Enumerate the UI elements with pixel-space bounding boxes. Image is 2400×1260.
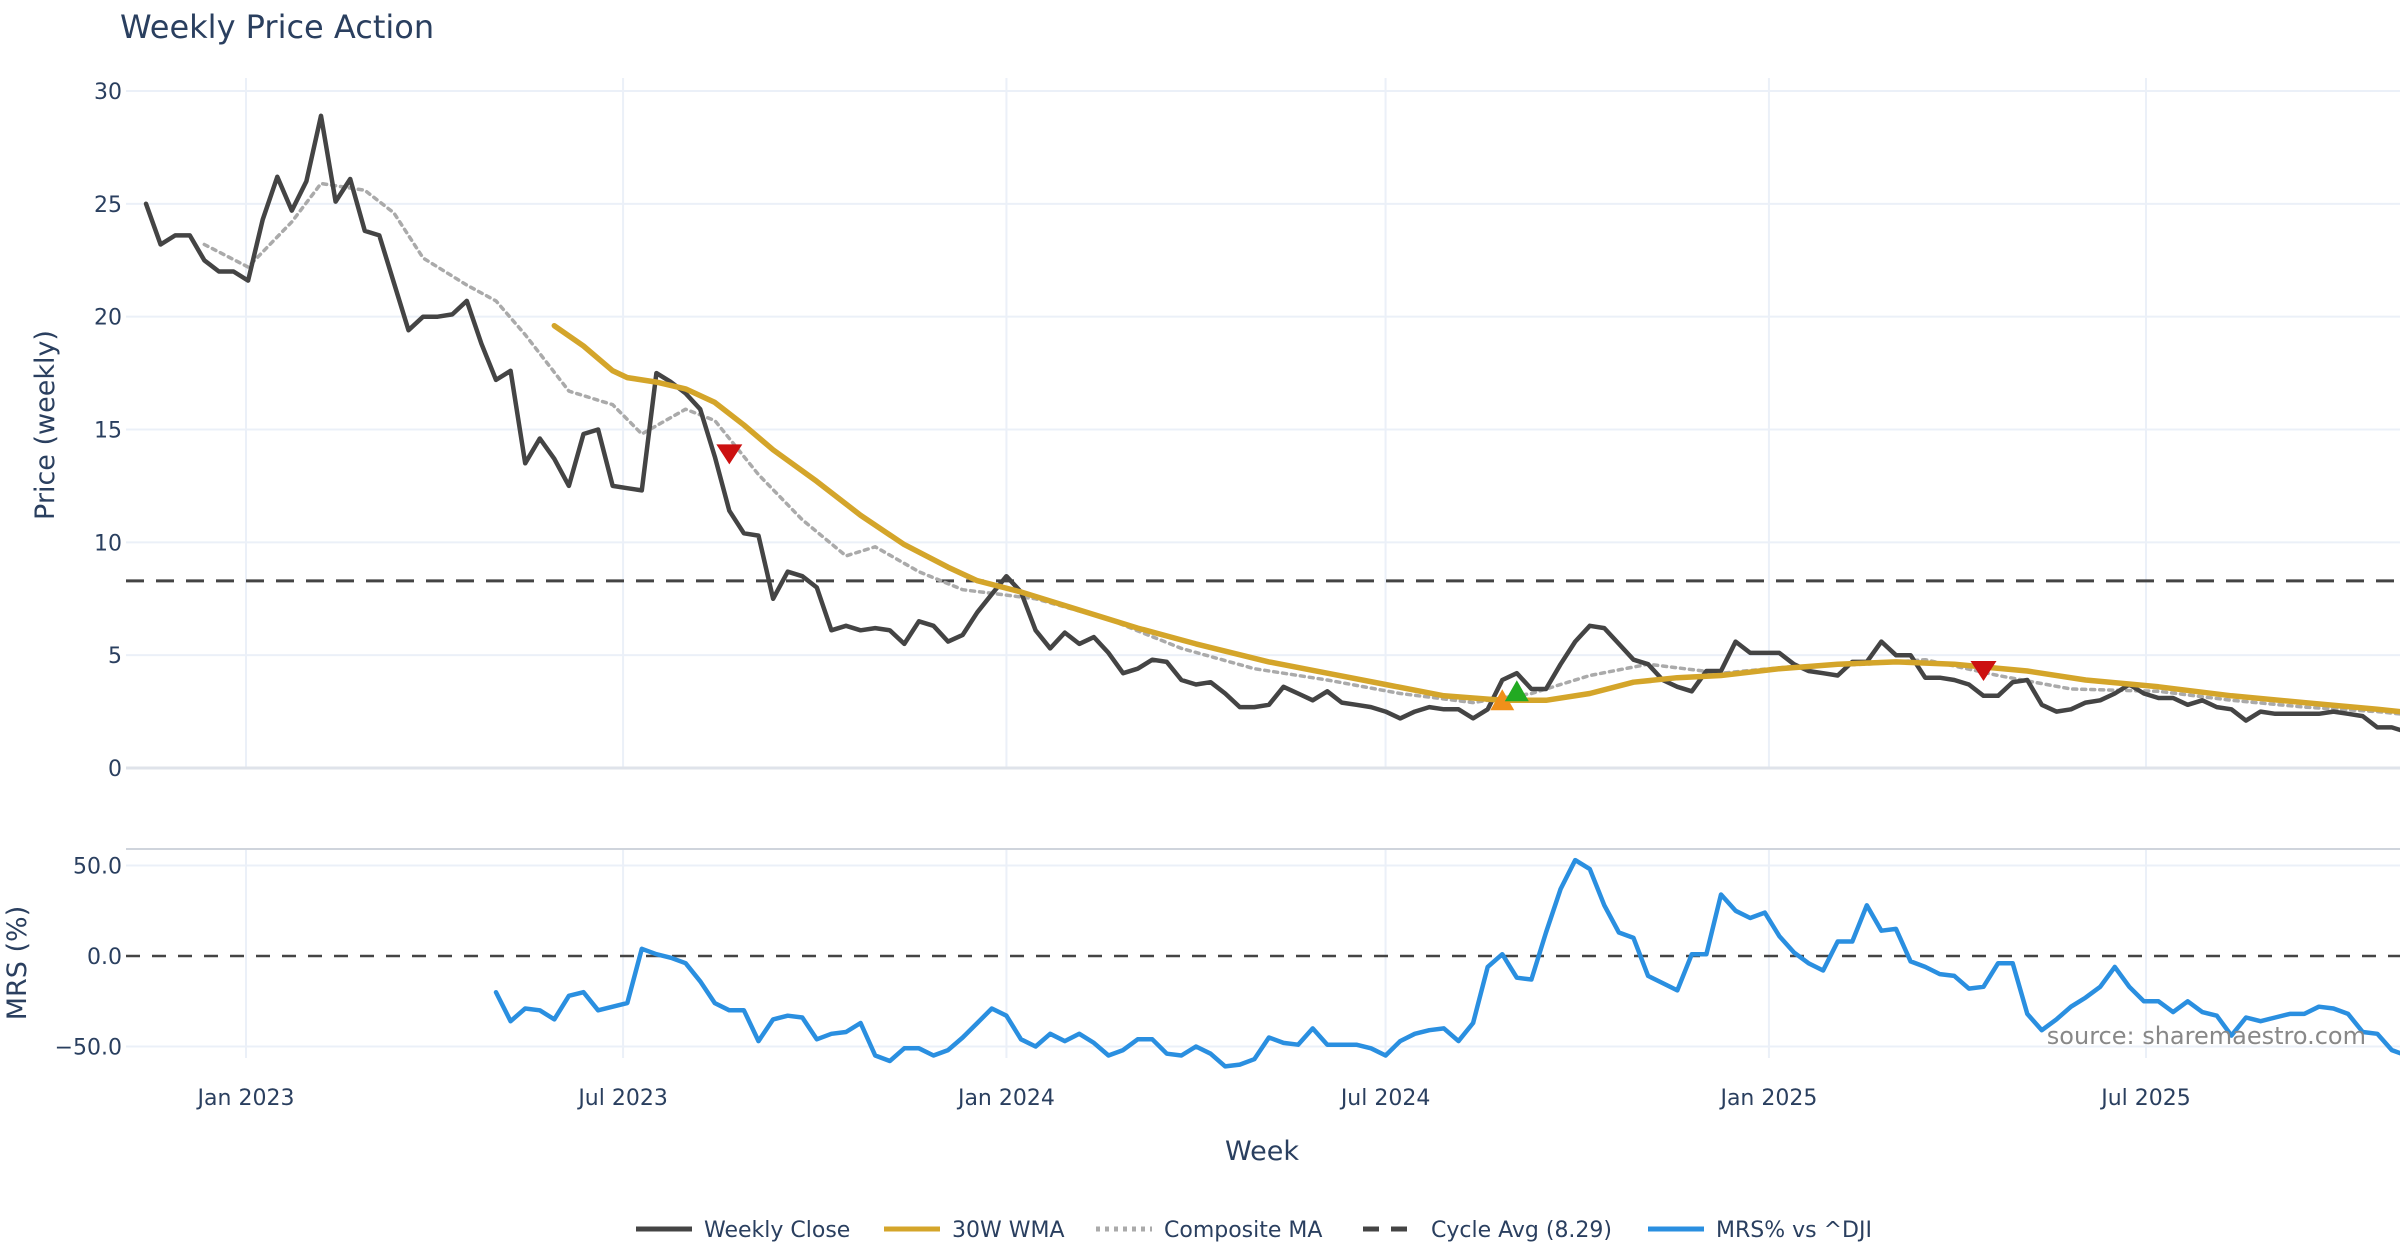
price-y-tick-15: 15 <box>94 419 122 444</box>
mrs-y-tick-50-0: 50.0 <box>73 855 122 880</box>
mrs-y-ticks: 50.0 0.0 −50.0 <box>55 855 122 1061</box>
x-tick-jan-2025: Jan 2025 <box>1718 1086 1817 1111</box>
price-series-group <box>126 113 2400 733</box>
chart-legend: Weekly Close 30W WMA Composite MA Cycle Avg… <box>636 1218 1872 1243</box>
x-tick-jan-2023: Jan 2023 <box>196 1086 295 1111</box>
signal-markers <box>716 444 1997 711</box>
series-mrs-vs-dji <box>493 857 2400 1069</box>
chart-title: Weekly Price Action <box>120 8 434 46</box>
x-tick-jul-2023: Jul 2023 <box>576 1086 668 1111</box>
legend-label-composite-ma: Composite MA <box>1164 1218 1322 1243</box>
series-composite-ma <box>202 181 2400 716</box>
price-y-tick-5: 5 <box>108 644 122 669</box>
signal-marker-4 <box>1970 660 1997 681</box>
mrs-y-tick-0-0: 0.0 <box>87 945 122 970</box>
price-y-tick-25: 25 <box>94 193 122 218</box>
x-axis-title: Week <box>1225 1136 1299 1167</box>
series-30w-wma <box>551 322 2400 715</box>
x-tick-jan-2024: Jan 2024 <box>956 1086 1055 1111</box>
mrs-series-group <box>126 857 2400 1069</box>
price-y-tick-10: 10 <box>94 531 122 556</box>
source-annotation: source: sharemaestro.com <box>2047 1022 2366 1050</box>
mrs-y-axis-title: MRS (%) <box>2 906 33 1021</box>
x-tick-labels: Jan 2023 Jul 2023 Jan 2024 Jul 2024 Jan 2025… <box>196 1086 2191 1111</box>
legend-label-cycle-avg-8-29: Cycle Avg (8.29) <box>1431 1218 1612 1243</box>
series-weekly-close <box>143 113 2400 733</box>
x-tick-jul-2025: Jul 2025 <box>2099 1086 2191 1111</box>
price-y-tick-20: 20 <box>94 306 122 331</box>
signal-marker-1 <box>716 444 743 465</box>
x-tick-jul-2024: Jul 2024 <box>1339 1086 1431 1111</box>
legend-label-weekly-close: Weekly Close <box>704 1218 850 1243</box>
price-y-ticks: 0 5 10 15 20 25 30 <box>94 80 122 782</box>
price-y-gridlines <box>126 90 2400 657</box>
legend-label-mrs-vs-dji: MRS% vs ^DJI <box>1716 1218 1872 1243</box>
x-gridlines <box>245 78 2147 1058</box>
signal-marker-2 <box>1490 689 1515 711</box>
mrs-y-tick-minus-50-0: −50.0 <box>55 1036 122 1061</box>
legend-label-30w-wma: 30W WMA <box>952 1218 1065 1243</box>
price-y-tick-0: 0 <box>108 757 122 782</box>
price-y-axis-title: Price (weekly) <box>30 330 61 520</box>
price-y-tick-30: 30 <box>94 80 122 105</box>
signal-marker-3 <box>1504 680 1529 702</box>
